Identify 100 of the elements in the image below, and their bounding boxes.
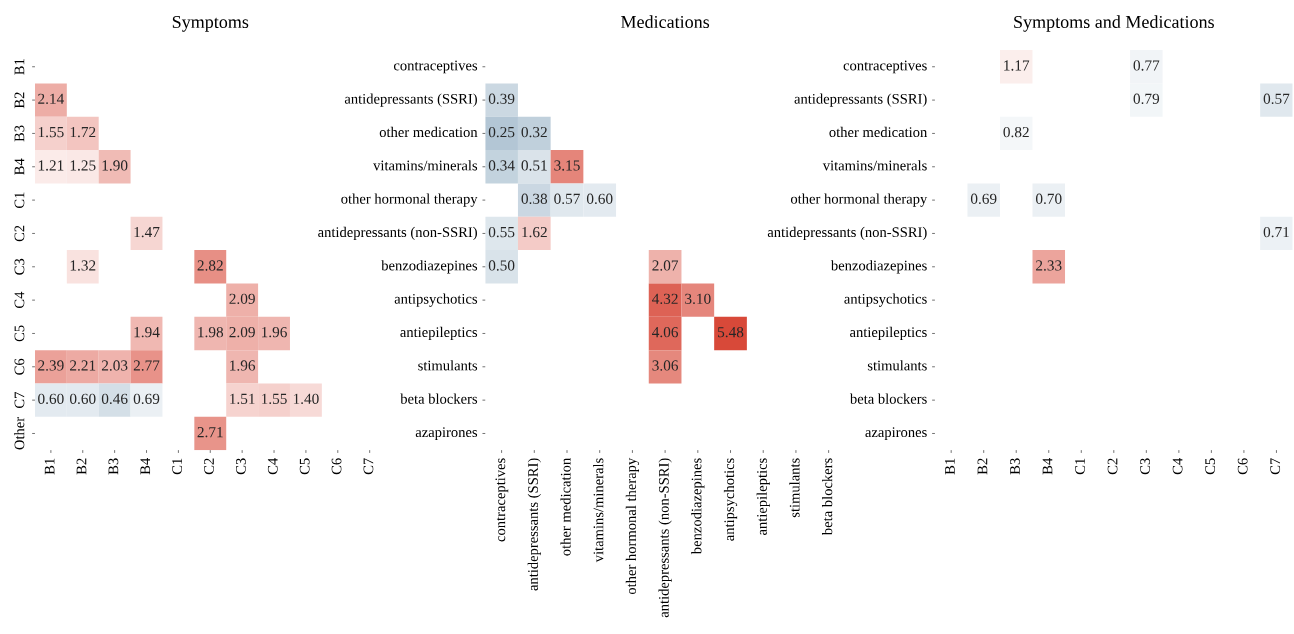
x-tick-label: C7 bbox=[363, 458, 374, 475]
data-label: 3.06 bbox=[652, 360, 679, 371]
y-tick-label: C3 bbox=[14, 258, 25, 275]
data-label: 1.96 bbox=[262, 327, 287, 338]
y-tick-label: beta blockers bbox=[400, 393, 478, 404]
y-tick-label: vitamins/minerals bbox=[822, 160, 927, 171]
y-tick-label: B2 bbox=[14, 92, 25, 109]
data-label: 0.39 bbox=[488, 93, 515, 104]
data-label: 0.51 bbox=[521, 160, 547, 171]
data-label: 4.06 bbox=[652, 326, 679, 338]
data-label: 1.55 bbox=[262, 393, 287, 405]
x-tick-label: C2 bbox=[1107, 458, 1118, 475]
data-label: 1.47 bbox=[134, 227, 160, 238]
data-label: 2.39 bbox=[38, 360, 64, 371]
y-tick-label: antipsychotics bbox=[844, 293, 927, 307]
y-tick-label: benzodiazepines bbox=[830, 260, 927, 274]
x-tick-label: antidepressants (non-SSRI) bbox=[658, 458, 672, 618]
y-tick-label: antiepileptics bbox=[850, 326, 927, 341]
data-label: 5.48 bbox=[718, 326, 744, 338]
y-tick-label: antiepileptics bbox=[400, 326, 478, 341]
y-tick-label: antidepressants (non-SSRI) bbox=[318, 226, 477, 241]
y-tick-label: stimulants bbox=[867, 360, 927, 371]
x-tick-label: C3 bbox=[236, 458, 246, 475]
y-tick-label: B4 bbox=[14, 158, 25, 175]
x-tick-label: vitamins/minerals bbox=[593, 458, 604, 563]
y-tick-label: other hormonal therapy bbox=[341, 193, 478, 207]
y-tick-label: other hormonal therapy bbox=[790, 193, 928, 207]
data-label: 0.32 bbox=[521, 126, 547, 138]
x-tick-label: B1 bbox=[44, 458, 55, 475]
x-tick-label: C4 bbox=[267, 458, 278, 475]
y-tick-label: antidepressants (non-SSRI) bbox=[767, 226, 927, 241]
data-label: 2.71 bbox=[197, 427, 223, 438]
data-label: 0.34 bbox=[488, 160, 515, 171]
x-tick-label: antipsychotics bbox=[723, 458, 738, 541]
x-tick-label: C5 bbox=[1205, 458, 1216, 475]
y-tick-label: B3 bbox=[14, 125, 25, 142]
y-tick-label: C5 bbox=[14, 325, 25, 342]
y-tick-label: C7 bbox=[14, 392, 25, 409]
data-label: 1.62 bbox=[522, 227, 547, 238]
data-label: 1.25 bbox=[70, 160, 96, 171]
x-tick-label: B2 bbox=[977, 458, 988, 475]
data-label: 0.60 bbox=[69, 393, 96, 405]
data-label: 2.07 bbox=[652, 260, 679, 271]
data-label: 2.77 bbox=[133, 360, 160, 371]
x-tick-label: B4 bbox=[140, 458, 151, 475]
data-label: 2.21 bbox=[70, 360, 96, 371]
y-tick-label: beta blockers bbox=[849, 393, 927, 404]
x-tick-label: C6 bbox=[331, 458, 342, 475]
y-tick-label: stimulants bbox=[418, 360, 478, 371]
y-tick-label: C2 bbox=[14, 225, 25, 242]
data-label: 0.70 bbox=[1035, 193, 1062, 204]
data-label: 1.94 bbox=[134, 327, 160, 338]
data-label: 0.82 bbox=[1003, 126, 1029, 138]
chart-title: Symptoms and Medications bbox=[1014, 15, 1214, 32]
data-label: 1.40 bbox=[293, 393, 319, 405]
data-label: 2.03 bbox=[101, 360, 128, 371]
data-label: 1.98 bbox=[198, 326, 224, 338]
x-tick-label: C7 bbox=[1270, 458, 1281, 475]
y-tick-label: other medication bbox=[829, 126, 928, 138]
x-tick-label: C3 bbox=[1140, 458, 1150, 475]
data-label: 0.69 bbox=[133, 393, 160, 405]
x-tick-label: C6 bbox=[1237, 458, 1248, 475]
chart-title: Medications bbox=[621, 15, 710, 29]
data-label: 0.60 bbox=[38, 393, 64, 405]
data-label: 2.09 bbox=[229, 293, 255, 305]
data-label: 4.32 bbox=[652, 293, 678, 305]
chart-title: Symptoms bbox=[172, 15, 249, 32]
x-tick-label: C5 bbox=[299, 458, 310, 475]
x-tick-label: B2 bbox=[76, 458, 87, 475]
data-label: 1.21 bbox=[38, 160, 64, 171]
y-tick-label: C4 bbox=[14, 291, 25, 309]
y-tick-label: other medication bbox=[379, 126, 478, 138]
data-label: 0.57 bbox=[1263, 93, 1290, 104]
data-label: 3.10 bbox=[685, 293, 711, 305]
data-label: 0.60 bbox=[586, 193, 613, 204]
data-label: 0.57 bbox=[554, 193, 580, 204]
y-tick-label: B1 bbox=[14, 59, 25, 75]
y-tick-label: benzodiazepines bbox=[381, 260, 478, 274]
data-label: 0.69 bbox=[970, 193, 997, 204]
data-label: 0.46 bbox=[101, 393, 128, 405]
data-label: 0.77 bbox=[1133, 60, 1160, 71]
y-tick-label: C6 bbox=[14, 358, 25, 375]
data-label: 1.51 bbox=[230, 393, 255, 405]
y-tick-label: azapirones bbox=[865, 427, 927, 441]
x-tick-label: C1 bbox=[172, 458, 183, 475]
y-tick-label: antidepressants (SSRI) bbox=[344, 93, 477, 107]
x-tick-label: B3 bbox=[108, 458, 119, 475]
x-tick-label: benzodiazepines bbox=[691, 458, 705, 555]
data-label: 0.38 bbox=[521, 193, 548, 204]
y-tick-label: antidepressants (SSRI) bbox=[794, 93, 927, 107]
data-label: 1.96 bbox=[230, 360, 256, 371]
data-label: 3.15 bbox=[554, 160, 580, 171]
data-label: 1.72 bbox=[70, 126, 96, 138]
y-tick-label: contraceptives bbox=[843, 60, 927, 74]
y-tick-label: Other bbox=[14, 417, 25, 450]
x-tick-label: B4 bbox=[1042, 458, 1053, 475]
data-label: 1.17 bbox=[1004, 60, 1030, 71]
y-tick-label: C1 bbox=[14, 192, 25, 209]
data-label: 2.33 bbox=[1036, 260, 1062, 271]
data-label: 0.25 bbox=[488, 126, 515, 138]
